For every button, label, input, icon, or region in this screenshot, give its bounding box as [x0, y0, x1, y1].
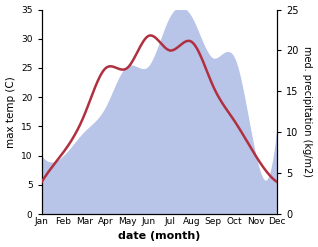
- Y-axis label: max temp (C): max temp (C): [5, 76, 16, 148]
- X-axis label: date (month): date (month): [118, 231, 201, 242]
- Y-axis label: med. precipitation (kg/m2): med. precipitation (kg/m2): [302, 46, 313, 177]
